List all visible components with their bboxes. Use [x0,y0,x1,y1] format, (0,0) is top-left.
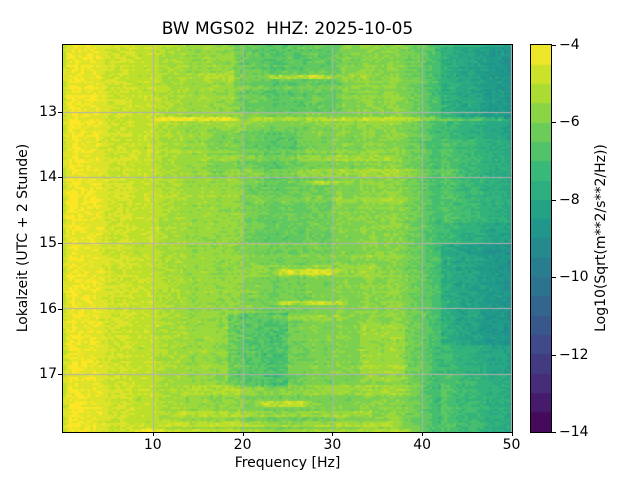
colorbar-tick-label: −14 [559,424,589,440]
x-tick-label: 30 [323,437,342,453]
y-tick-label: 16 [39,300,57,317]
colorbar-tick-label: −4 [559,37,580,53]
y-tick-mark [58,177,62,179]
y-tick-mark [58,374,62,375]
x-tick-mark [422,432,424,436]
x-tick-label: 50 [502,437,521,453]
y-tick-mark [58,111,62,113]
colorbar-tick-label: −6 [559,114,580,131]
colorbar-tick-label: −10 [559,269,589,286]
spectrogram-heatmap [63,45,512,432]
colorbar-tick-mark [552,354,556,356]
y-tick-label: 17 [39,366,57,382]
x-tick-mark [511,432,513,436]
y-tick-label: 15 [39,234,57,251]
x-tick-mark [242,432,244,436]
colorbar-tick-mark [552,45,556,46]
x-tick-label: 20 [233,437,252,453]
y-tick-mark [58,308,62,310]
plot-area-frame [62,44,513,433]
colorbar-tick-mark [552,432,556,433]
colorbar-gradient [531,45,551,432]
y-tick-label: 14 [39,169,57,186]
colorbar-tick-mark [552,122,556,124]
colorbar-tick-label: −8 [559,191,580,208]
colorbar-tick-mark [552,199,556,201]
colorbar-label: Log10(Sqrt(m**2/s**2/Hz)) [593,144,609,332]
y-axis-label: Lokalzeit (UTC + 2 Stunde) [15,143,31,333]
colorbar-tick-label: −12 [559,346,589,363]
x-tick-label: 40 [413,437,432,453]
y-tick-label: 13 [39,103,57,120]
colorbar-tick-mark [552,277,556,279]
chart-title: BW MGS02 HHZ: 2025-10-05 [161,19,414,39]
x-tick-label: 10 [143,437,162,453]
y-tick-mark [58,242,62,244]
x-tick-mark [152,432,154,436]
x-axis-label: Frequency [Hz] [234,455,341,471]
colorbar [530,44,552,433]
x-tick-mark [332,432,334,436]
